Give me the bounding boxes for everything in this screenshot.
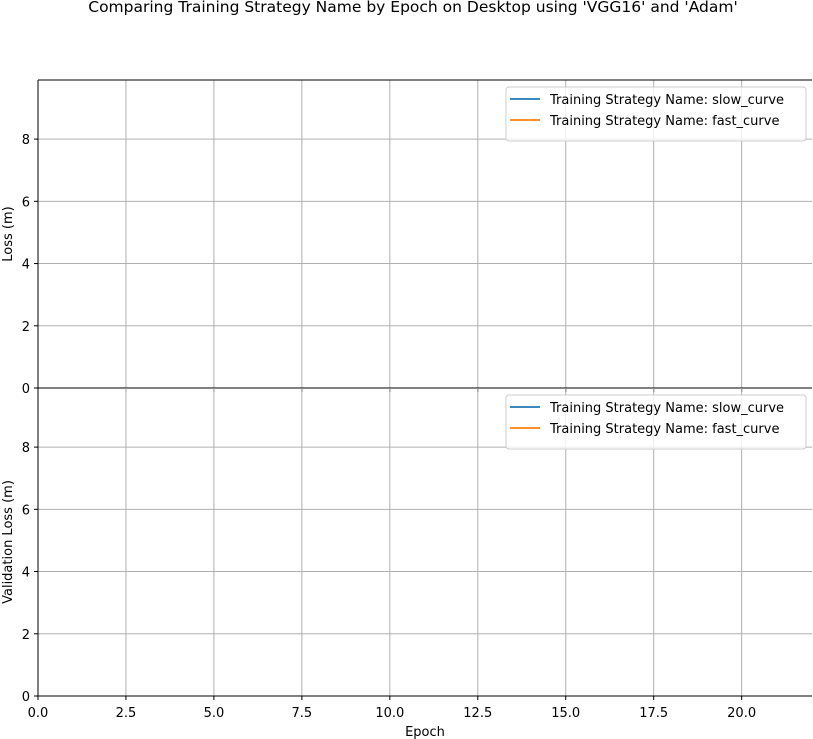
legend-label-2: Training Strategy Name: fast_curve [549,114,779,129]
x-tick-label: 10.0 [375,706,404,721]
x-tick-label: 7.5 [292,706,313,721]
legend-label-1: Training Strategy Name: slow_curve [549,401,784,416]
x-tick-label: 2.5 [116,706,137,721]
legend-label-1: Training Strategy Name: slow_curve [549,93,784,108]
y-tick-label: 4 [22,258,30,273]
y-tick-label: 4 [22,566,30,581]
legend-frame [505,86,807,142]
x-tick-label: 5.0 [204,706,225,721]
x-tick-label: 20.0 [727,706,756,721]
y-tick-label: 2 [22,320,30,335]
x-tick-label: 17.5 [639,706,668,721]
y-tick-label: 2 [22,628,30,643]
legend-frame [505,394,807,450]
x-axis-label: Epoch [405,725,445,739]
legend: Training Strategy Name: slow_curve Traini… [505,86,807,142]
legend-label-2: Training Strategy Name: fast_curve [549,422,779,437]
y-tick-label: 6 [22,503,30,518]
subplot-2: 0.0 2.5 5.0 7.5 10.0 12.5 15.0 17.5 20.0 0 2 4 6 8 Val… [1,388,812,739]
y-tick-label: 0 [22,382,30,397]
x-tick-label: 12.5 [463,706,492,721]
y-axis-label: Loss (m) [1,206,16,261]
x-tick-label: 15.0 [551,706,580,721]
y-tick-label: 6 [22,195,30,210]
y-tick-label: 0 [22,690,30,705]
subplot-1: 0 2 4 6 8 Loss (m) Training Strategy Name: slo… [1,79,812,397]
chart-title: Comparing Training Strategy Name by Epoc… [88,0,737,16]
legend: Training Strategy Name: slow_curve Traini… [505,394,807,450]
y-tick-label: 8 [22,133,30,148]
y-tick-label: 8 [22,441,30,456]
x-tick-label: 0.0 [28,706,49,721]
y-axis-label: Validation Loss (m) [1,480,16,604]
